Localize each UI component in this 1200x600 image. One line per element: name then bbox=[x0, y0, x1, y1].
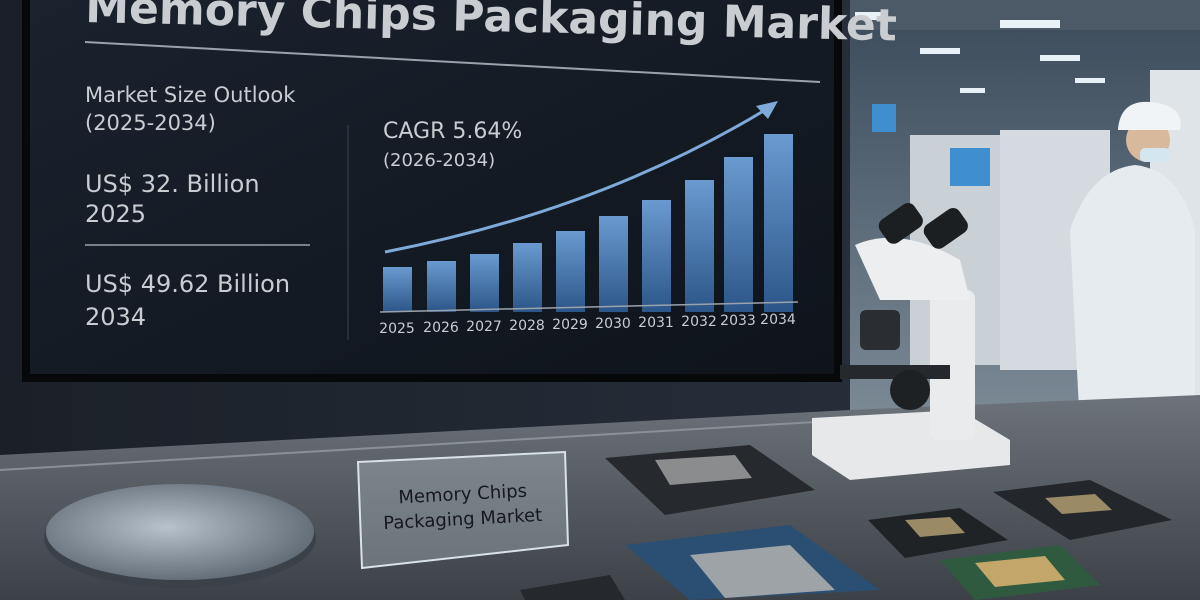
start-year: 2025 bbox=[85, 200, 146, 228]
year-label: 2031 bbox=[638, 315, 674, 331]
microscope bbox=[812, 203, 1010, 480]
sign bbox=[356, 450, 570, 570]
chart-baseline bbox=[379, 301, 799, 313]
arrow-head bbox=[756, 101, 778, 119]
worker bbox=[1070, 101, 1195, 430]
year-label: 2033 bbox=[720, 313, 756, 329]
table-edge bbox=[0, 419, 851, 471]
title-rule bbox=[84, 41, 821, 83]
year-labels: 2025 2026 2027 2028 2029 2030 2031 2032 2033 2034 bbox=[379, 312, 796, 337]
start-amount: US$ 32. Billion bbox=[85, 170, 260, 198]
machine-screen bbox=[950, 148, 990, 186]
chip-die bbox=[905, 517, 965, 537]
year-label: 2030 bbox=[595, 316, 631, 332]
year-label: 2027 bbox=[466, 319, 502, 335]
year-label: 2034 bbox=[760, 312, 796, 328]
chip-die bbox=[690, 545, 835, 598]
chart-bars bbox=[383, 134, 793, 312]
year-label: 2032 bbox=[681, 314, 717, 330]
cagr-label: CAGR 5.64% bbox=[383, 119, 522, 144]
year-label: 2029 bbox=[552, 317, 588, 333]
year-label: 2028 bbox=[509, 318, 545, 334]
outlook-period: (2025-2034) bbox=[85, 111, 216, 135]
end-amount: US$ 49.62 Billion bbox=[85, 270, 290, 298]
chip-die bbox=[1045, 494, 1112, 514]
cagr-period: (2026-2034) bbox=[383, 150, 495, 171]
year-label: 2025 bbox=[379, 321, 415, 337]
trend-arrow bbox=[384, 108, 766, 254]
ceiling-lights bbox=[855, 12, 1105, 93]
chip bbox=[520, 575, 625, 600]
chip-die bbox=[655, 455, 752, 485]
chip-die bbox=[975, 556, 1065, 587]
year-label: 2026 bbox=[423, 320, 459, 336]
wafer bbox=[46, 484, 314, 580]
outlook-heading: Market Size Outlook bbox=[85, 83, 296, 107]
end-year: 2034 bbox=[85, 303, 146, 331]
machine-screen bbox=[872, 104, 896, 132]
